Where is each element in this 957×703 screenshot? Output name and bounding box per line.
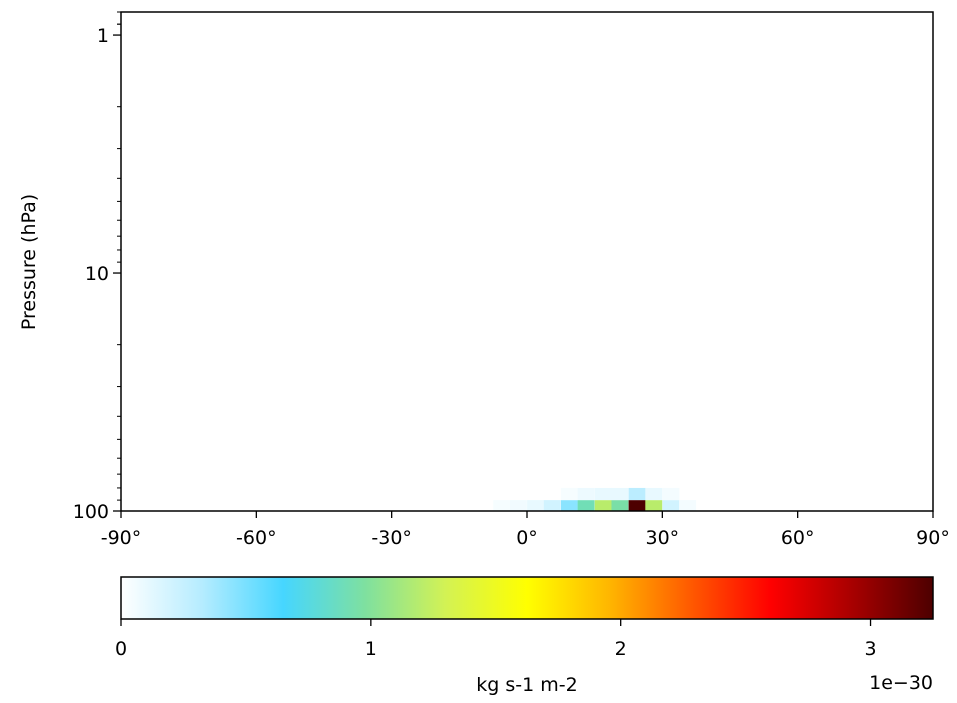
heatmap-cells (493, 487, 697, 511)
heatmap-cell-17 (645, 487, 663, 501)
x-tick-label: -90° (101, 527, 142, 549)
heatmap-cell-1 (509, 500, 527, 511)
heatmap-cell-16 (628, 487, 646, 501)
colorbar (120, 576, 934, 620)
y-axis: 1 10 100 (73, 11, 121, 523)
colorbar-tick-label: 2 (615, 638, 627, 660)
heatmap-cell-12 (560, 487, 578, 501)
x-tick-label: -60° (236, 527, 277, 549)
y-tick-label: 10 (85, 263, 109, 285)
x-tick-label: -30° (371, 527, 412, 549)
heatmap-cell-4 (560, 500, 578, 511)
x-tick-label: 60° (781, 527, 815, 549)
heatmap-cell-14 (594, 487, 612, 501)
heatmap-cell-9 (645, 500, 663, 511)
heatmap-cell-11 (679, 500, 697, 511)
heatmap-cell-15 (611, 487, 629, 501)
heatmap-cell-2 (527, 500, 545, 511)
heatmap-cell-13 (577, 487, 595, 501)
x-tick-label: 30° (645, 527, 679, 549)
colorbar-tick-label: 3 (864, 638, 876, 660)
colorbar-tick-label: 1 (365, 638, 377, 660)
y-tick-label: 1 (97, 25, 109, 47)
colorbar-tick-label: 0 (115, 638, 127, 660)
heatmap-cell-0 (493, 500, 511, 511)
y-axis-label: Pressure (hPa) (18, 194, 40, 330)
heatmap-cell-10 (662, 500, 680, 511)
colorbar-ticks: 0 1 2 3 (115, 619, 877, 660)
heatmap-cell-7 (611, 500, 629, 511)
y-tick-label: 100 (73, 501, 109, 523)
colorbar-scale-factor: 1e−30 (869, 672, 933, 694)
plot-area-frame (120, 11, 934, 512)
heatmap-cell-3 (543, 500, 561, 511)
heatmap-cell-8 (628, 500, 646, 511)
heatmap-cell-6 (594, 500, 612, 511)
heatmap-cell-18 (662, 487, 680, 501)
x-tick-label: 90° (916, 527, 950, 549)
heatmap-cell-5 (577, 500, 595, 511)
colorbar-label: kg s-1 m-2 (476, 674, 577, 696)
x-tick-label: 0° (516, 527, 538, 549)
x-axis: -90° -60° -30° 0° 30° 60° 90° (101, 511, 950, 549)
